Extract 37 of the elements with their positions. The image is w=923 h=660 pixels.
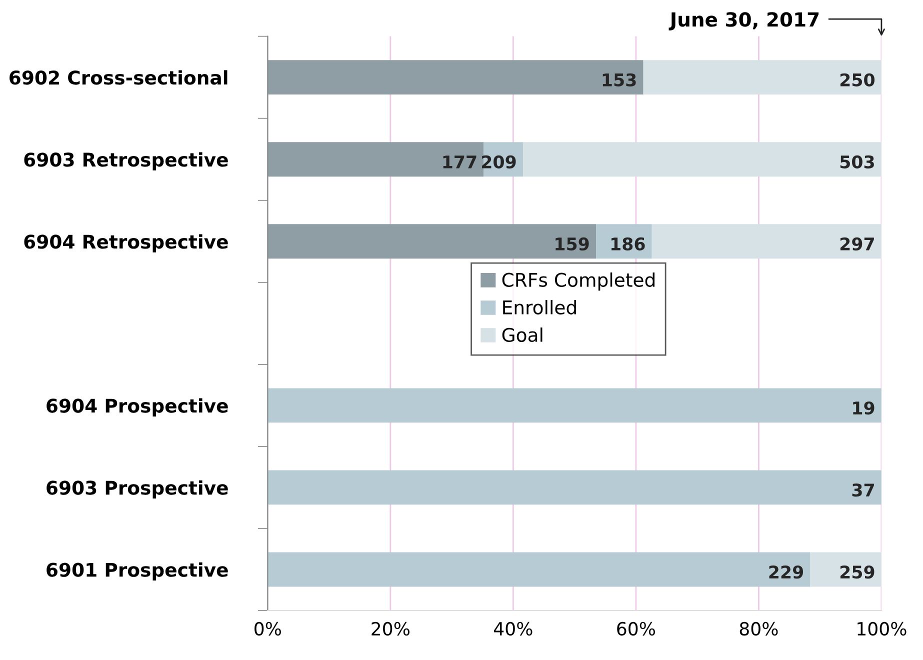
y-tick-label: 6904 Retrospective (24, 234, 228, 252)
bar (268, 552, 810, 587)
y-tick-label: 6901 Prospective (46, 562, 228, 581)
annotation: 37 (852, 483, 874, 497)
y-tick-label: 6903 Prospective (46, 480, 228, 498)
bar (643, 60, 882, 95)
x-tick-label: 100% (858, 622, 906, 636)
annotation: 503 (840, 155, 874, 168)
y-tick-label: 6904 Prospective (46, 398, 228, 416)
legend-label: Goal (502, 327, 542, 342)
bar (268, 470, 882, 505)
legend-label: CRFs Completed (502, 272, 654, 291)
bar (268, 388, 882, 423)
legend-label: Enrolled (503, 300, 576, 314)
x-tick-label: 60% (617, 622, 656, 636)
annotation: 19 (853, 401, 874, 415)
annotation: 177 (443, 156, 476, 168)
y-tick-label: 6902 Cross-sectional (10, 70, 228, 85)
annotation: 297 (840, 237, 874, 251)
bar (268, 224, 596, 259)
bar (268, 142, 484, 177)
bar (523, 142, 882, 177)
annotation: 186 (611, 237, 645, 251)
x-tick-label: 80% (740, 622, 778, 636)
bar (652, 224, 882, 259)
x-tick-label: 40% (494, 622, 532, 636)
annotation: 250 (840, 73, 874, 86)
x-tick-label: 20% (372, 622, 410, 636)
annotation: 153 (602, 73, 636, 86)
annotation: 209 (482, 155, 516, 168)
annotation: 159 (556, 237, 589, 251)
bar (268, 60, 644, 95)
annotation: 229 (769, 565, 804, 579)
y-tick-label: 6903 Retrospective (24, 152, 228, 170)
x-tick-label: 0% (254, 622, 281, 636)
text: June 30, 2017 (668, 12, 819, 30)
annotation: 259 (840, 565, 874, 579)
